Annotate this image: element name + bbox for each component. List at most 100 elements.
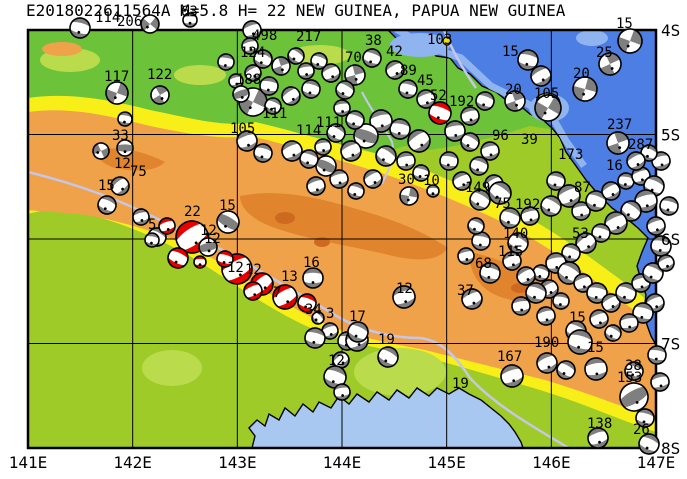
focal-mechanism-ball[interactable]	[535, 191, 568, 221]
focal-mechanism-ball[interactable]	[568, 200, 594, 222]
focal-mechanism-ball[interactable]	[495, 361, 529, 391]
focal-mechanism-ball[interactable]	[595, 49, 624, 78]
focal-mechanism-ball[interactable]	[465, 154, 493, 179]
focal-mechanism-ball[interactable]	[358, 46, 386, 71]
focal-mechanism-ball[interactable]	[637, 258, 669, 287]
focal-mechanism-ball[interactable]	[148, 83, 173, 108]
focal-mechanism-ball[interactable]	[269, 54, 292, 77]
focal-mechanism-ball[interactable]	[614, 171, 637, 190]
focal-mechanism-ball[interactable]	[569, 271, 597, 296]
focal-mechanism-ball[interactable]	[293, 291, 321, 316]
focal-mechanism-ball[interactable]	[464, 185, 497, 215]
focal-mechanism-ball[interactable]	[308, 308, 328, 328]
focal-mechanism-ball[interactable]	[532, 304, 559, 327]
focal-mechanism-ball[interactable]	[502, 228, 535, 258]
focal-mechanism-ball[interactable]	[372, 342, 405, 372]
focal-mechanism-ball[interactable]	[631, 406, 658, 429]
focal-mechanism-ball[interactable]	[343, 180, 368, 202]
focal-mechanism-ball[interactable]	[137, 11, 162, 36]
focal-mechanism-ball[interactable]	[358, 165, 387, 192]
focal-mechanism-ball[interactable]	[342, 317, 374, 346]
focal-mechanism-ball[interactable]	[455, 128, 484, 155]
focal-mechanism-ball[interactable]	[276, 82, 305, 110]
focal-mechanism-ball[interactable]	[482, 176, 518, 210]
focal-mechanism-ball[interactable]	[570, 74, 599, 103]
focal-mechanism-ball[interactable]	[587, 221, 614, 244]
focal-mechanism-ball[interactable]	[90, 140, 111, 161]
focal-mechanism-ball[interactable]	[508, 295, 534, 317]
focal-mechanism-ball[interactable]	[238, 36, 262, 57]
focal-mechanism-ball[interactable]	[310, 151, 342, 180]
focal-mechanism-ball[interactable]	[283, 43, 309, 68]
focal-mechanism-ball[interactable]	[494, 204, 525, 232]
focal-mechanism-ball[interactable]	[300, 267, 326, 289]
focal-mechanism-ball[interactable]	[456, 284, 488, 313]
focal-mechanism-ball[interactable]	[181, 12, 199, 28]
focal-mechanism-ball[interactable]	[330, 382, 353, 401]
focal-mechanism-ball[interactable]	[582, 281, 611, 305]
focal-mechanism-ball[interactable]	[260, 94, 286, 117]
focal-mechanism-ball[interactable]	[585, 307, 613, 332]
focal-mechanism-ball[interactable]	[409, 163, 433, 184]
focal-mechanism-ball[interactable]	[596, 289, 625, 316]
focal-mechanism-ball[interactable]	[256, 75, 282, 97]
focal-mechanism-ball[interactable]	[454, 246, 478, 267]
focal-mechanism-ball[interactable]	[582, 424, 613, 452]
focal-mechanism-ball[interactable]	[615, 26, 646, 57]
focal-mechanism-ball[interactable]	[633, 429, 665, 458]
focal-mechanism-ball[interactable]	[154, 215, 179, 237]
focal-mechanism-ball[interactable]	[240, 61, 266, 85]
focal-mechanism-ball[interactable]	[394, 77, 421, 100]
focal-mechanism-ball[interactable]	[530, 90, 566, 126]
focal-mechanism-ball[interactable]	[387, 282, 421, 312]
focal-mechanism-ball[interactable]	[265, 279, 304, 315]
focal-mechanism-ball[interactable]	[653, 251, 679, 274]
focal-mechanism-ball[interactable]	[129, 207, 153, 228]
focal-mechanism-ball[interactable]	[210, 205, 246, 238]
focal-mechanism-ball[interactable]	[562, 326, 598, 357]
focal-mechanism-ball[interactable]	[412, 87, 440, 112]
focal-mechanism-ball[interactable]	[644, 344, 670, 366]
focal-mechanism-ball[interactable]	[115, 111, 135, 128]
focal-mechanism-ball[interactable]	[516, 204, 543, 227]
focal-mechanism-ball[interactable]	[468, 230, 494, 252]
focal-mechanism-ball[interactable]	[580, 187, 611, 215]
focal-mechanism-ball[interactable]	[525, 61, 558, 91]
focal-mechanism-ball[interactable]	[328, 347, 354, 372]
focal-mechanism-ball[interactable]	[636, 141, 662, 164]
focal-mechanism-ball[interactable]	[364, 107, 397, 136]
focal-mechanism-ball[interactable]	[347, 119, 385, 152]
focal-mechanism-ball[interactable]	[228, 83, 253, 105]
focal-mechanism-ball[interactable]	[335, 136, 367, 165]
focal-mechanism-ball[interactable]	[115, 139, 136, 157]
focal-mechanism-ball[interactable]	[213, 249, 237, 270]
focal-mechanism-ball[interactable]	[423, 98, 457, 128]
focal-mechanism-ball[interactable]	[425, 184, 441, 198]
focal-mechanism-ball[interactable]	[528, 262, 553, 284]
focal-mechanism-ball[interactable]	[476, 139, 503, 162]
focal-mechanism-ball[interactable]	[318, 362, 352, 392]
focal-mechanism-ball[interactable]	[142, 232, 162, 249]
focal-mechanism-ball[interactable]	[393, 150, 419, 172]
focal-mechanism-ball[interactable]	[325, 167, 352, 190]
focal-mechanism-ball[interactable]	[300, 325, 330, 351]
focal-mechanism-ball[interactable]	[294, 61, 317, 80]
focal-mechanism-ball[interactable]	[616, 312, 642, 334]
focal-mechanism-ball[interactable]	[646, 370, 673, 393]
focal-mechanism-ball[interactable]	[498, 249, 526, 274]
focal-mechanism-ball[interactable]	[570, 227, 603, 258]
focal-mechanism-ball[interactable]	[105, 172, 134, 201]
focal-mechanism-ball[interactable]	[380, 56, 409, 83]
focal-mechanism-ball[interactable]	[341, 108, 369, 133]
focal-mechanism-ball[interactable]	[513, 47, 543, 73]
focal-mechanism-ball[interactable]	[475, 260, 505, 286]
focal-mechanism-ball[interactable]	[542, 169, 569, 192]
focal-mechanism-ball[interactable]	[448, 168, 477, 194]
focal-mechanism-ball[interactable]	[225, 72, 246, 90]
focal-mechanism-ball[interactable]	[249, 46, 278, 72]
focal-mechanism-ball[interactable]	[297, 77, 324, 100]
focal-mechanism-ball[interactable]	[192, 255, 208, 269]
focal-mechanism-ball[interactable]	[306, 50, 331, 72]
focal-mechanism-ball[interactable]	[531, 348, 563, 377]
focal-mechanism-ball[interactable]	[580, 356, 612, 383]
